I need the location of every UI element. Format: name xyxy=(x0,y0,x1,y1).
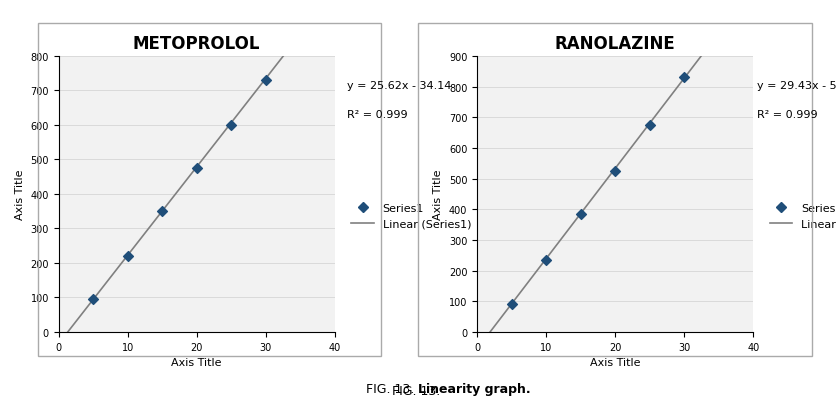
X-axis label: Axis Title: Axis Title xyxy=(171,357,222,367)
Text: FIG. 13.: FIG. 13. xyxy=(366,382,418,395)
Point xyxy=(642,122,655,129)
Point xyxy=(155,208,169,215)
Point xyxy=(573,211,587,217)
Point xyxy=(86,296,99,303)
Text: FIG. 13. Linearity graph.: FIG. 13. Linearity graph. xyxy=(0,404,1,405)
Text: y = 29.43x - 55.47: y = 29.43x - 55.47 xyxy=(0,404,1,405)
Point xyxy=(190,165,203,172)
Text: R² = 0.999: R² = 0.999 xyxy=(757,109,817,119)
Point xyxy=(224,122,237,129)
Text: y = 25.62x - 34.14: y = 25.62x - 34.14 xyxy=(0,404,1,405)
Legend: Series1, Linear (Series1): Series1, Linear (Series1) xyxy=(345,198,476,235)
Text: y = 29.43x - 55.47: y = 29.43x - 55.47 xyxy=(757,81,836,91)
Text: y = 25.62x - 34.14: y = 25.62x - 34.14 xyxy=(347,81,451,91)
Legend: Series1, Linear (Series1): Series1, Linear (Series1) xyxy=(763,198,836,235)
Text: R² = 0.999: R² = 0.999 xyxy=(347,109,407,119)
Text: Linearity graph.: Linearity graph. xyxy=(418,382,531,395)
Y-axis label: Axis Title: Axis Title xyxy=(433,169,443,220)
Point xyxy=(259,78,273,84)
Point xyxy=(504,301,517,307)
Text: R² = 0.999: R² = 0.999 xyxy=(0,404,1,405)
Title: METOPROLOL: METOPROLOL xyxy=(133,34,260,52)
Text: R² = 0.999: R² = 0.999 xyxy=(0,404,1,405)
Point xyxy=(538,257,552,263)
Text: FIG. 13.: FIG. 13. xyxy=(392,384,444,397)
Point xyxy=(120,253,134,260)
X-axis label: Axis Title: Axis Title xyxy=(589,357,640,367)
Point xyxy=(677,75,691,81)
Title: RANOLAZINE: RANOLAZINE xyxy=(554,34,675,52)
Point xyxy=(608,168,621,175)
Y-axis label: Axis Title: Axis Title xyxy=(15,169,25,220)
